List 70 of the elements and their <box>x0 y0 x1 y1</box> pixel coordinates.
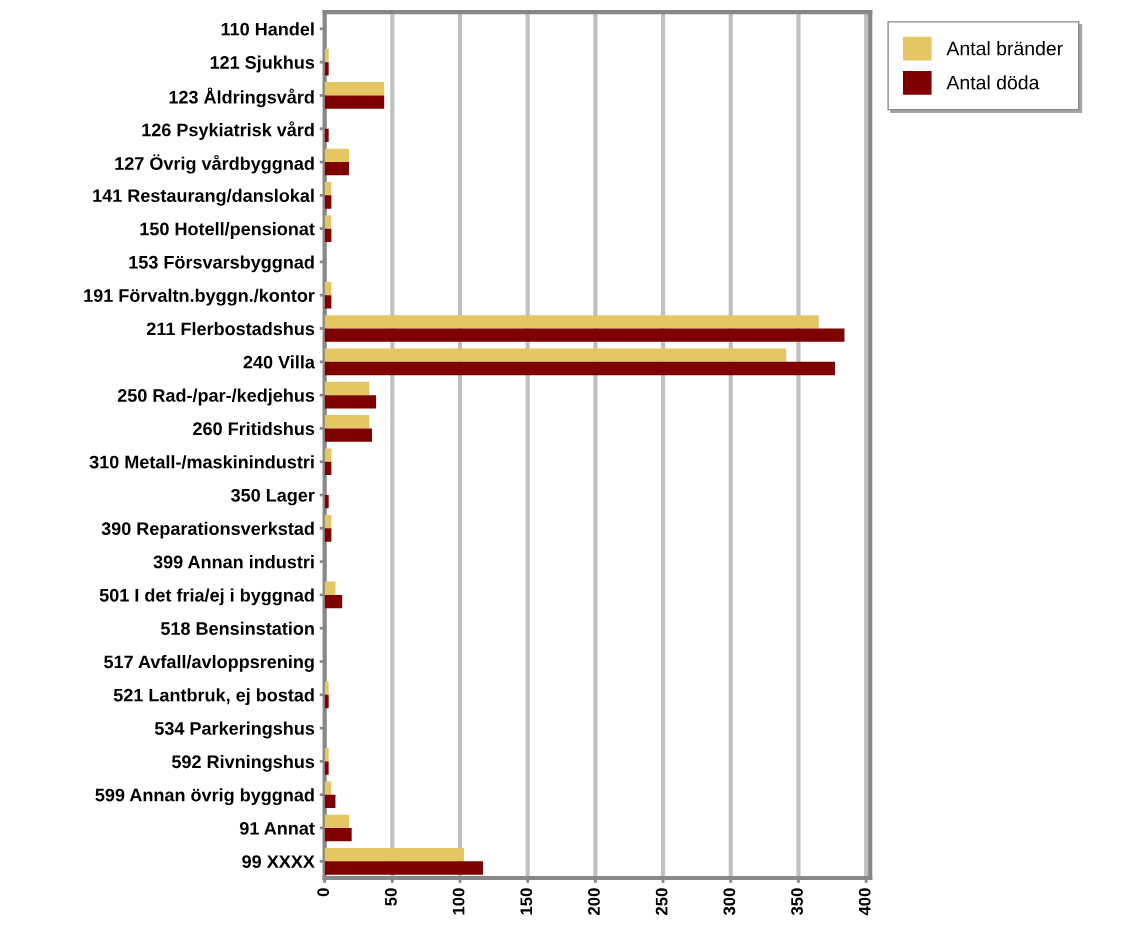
bar <box>324 95 385 109</box>
bar <box>324 581 336 595</box>
bar <box>324 848 465 862</box>
bar <box>324 748 329 762</box>
y-tick-label: 518 Bensinstation <box>160 621 314 635</box>
bar <box>324 428 372 442</box>
y-tick-label: 240 Villa <box>243 355 316 369</box>
bar <box>324 828 352 842</box>
y-tick-label: 599 Annan övrig byggnad <box>95 788 314 806</box>
bar <box>324 861 484 875</box>
y-tick-label: 127 Övrig vårdbyggnad <box>115 154 314 174</box>
y-tick-label: 521 Lantbruk, ej bostad <box>113 688 314 706</box>
y-tick-label: 150 Hotell/pensionat <box>140 222 315 239</box>
bar <box>324 162 349 176</box>
y-tick-label: 121 Sjukhus <box>210 55 315 73</box>
bar <box>324 148 349 163</box>
bar <box>324 361 835 376</box>
bar <box>324 415 370 429</box>
x-tick-label: 350 <box>791 888 803 916</box>
bar <box>324 48 329 63</box>
bar <box>324 594 343 609</box>
y-tick-label: 250 Rad-/par-/kedjehus <box>117 388 315 406</box>
bar <box>324 82 385 96</box>
x-tick-label: 0 <box>317 888 330 897</box>
y-tick-label: 534 Parkeringshus <box>154 721 315 739</box>
bar <box>324 814 349 829</box>
y-tick-label: 110 Handel <box>221 22 314 36</box>
x-tick-label: 150 <box>520 888 533 915</box>
bar <box>324 794 336 809</box>
y-tick-label: 99 XXXX <box>242 855 315 869</box>
bar <box>324 528 332 542</box>
bar <box>324 348 787 362</box>
bar <box>324 448 332 462</box>
y-tick-label: 126 Psykiatrisk vård <box>142 121 314 140</box>
y-tick-label: 501 I det fria/ej i byggnad <box>99 588 314 606</box>
bar <box>324 295 332 309</box>
y-tick-label: 260 Fritidshus <box>193 421 315 436</box>
y-tick-label: 211 Flerbostadshus <box>146 321 315 336</box>
x-tick-label: 400 <box>858 888 871 916</box>
bar <box>324 215 332 229</box>
bar <box>324 195 332 209</box>
bar <box>324 328 845 342</box>
bar <box>324 128 329 143</box>
y-tick-label: 350 Lager <box>231 488 315 506</box>
bar <box>324 681 329 695</box>
x-tick-label: 250 <box>655 888 668 915</box>
y-tick-label: 153 Försvarsbyggnad <box>129 255 314 273</box>
legend-label: Antal döda <box>946 75 1040 90</box>
bar <box>324 395 377 409</box>
x-tick-label: 100 <box>452 888 465 915</box>
y-tick-label: 592 Rivningshus <box>171 754 315 772</box>
y-tick-label: 517 Avfall/avloppsrening <box>104 654 314 672</box>
y-tick-label: 399 Annan industri <box>153 555 314 569</box>
bar <box>324 761 329 775</box>
y-tick-label: 123 Åldringsvård <box>169 87 314 108</box>
bar <box>324 381 370 396</box>
bar <box>324 495 329 509</box>
x-tick-label: 50 <box>384 888 397 906</box>
x-tick-label: 300 <box>723 888 736 916</box>
y-tick-label: 390 Reparationsverkstad <box>101 521 314 539</box>
y-tick-label: 91 Annat <box>239 821 315 835</box>
legend-label: Antal bränder <box>946 41 1063 56</box>
bar <box>324 781 332 795</box>
bar <box>324 62 329 76</box>
bar <box>324 694 329 709</box>
y-tick-label: 141 Restaurang/danslokal <box>93 188 314 206</box>
y-tick-label: 191 Förvaltn.byggn./kontor <box>84 288 315 306</box>
y-tick-label: 310 Metall-/maskinindustri <box>89 455 314 469</box>
x-tick-label: 200 <box>588 888 600 915</box>
bar <box>324 315 819 329</box>
